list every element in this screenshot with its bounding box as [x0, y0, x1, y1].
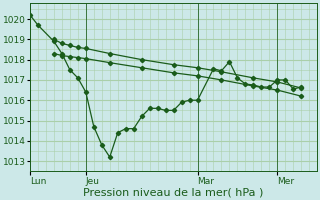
X-axis label: Pression niveau de la mer( hPa ): Pression niveau de la mer( hPa ) [84, 187, 264, 197]
